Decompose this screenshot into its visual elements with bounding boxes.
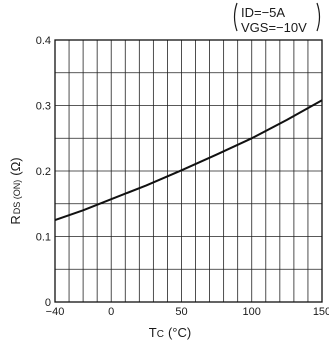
x-axis-label: TC (°C) (149, 325, 191, 340)
x-tick-label: 0 (108, 306, 114, 318)
y-tick-label: 0.2 (36, 166, 51, 178)
x-tick-labels: −40 0 50 100 150 (46, 306, 329, 318)
curve-layer (54, 99, 323, 222)
x-tick-label: 50 (175, 306, 187, 318)
x-tick-label: 150 (313, 306, 329, 318)
test-conditions: ID=−5A VGS=−10V (233, 2, 321, 35)
y-axis-label: RDS (ON)(Ω) (8, 157, 23, 224)
rds-curve (54, 99, 323, 222)
conditions-right-paren (316, 2, 321, 32)
plot-frame (54, 39, 323, 303)
grid (54, 39, 323, 303)
y-tick-label: 0 (45, 297, 51, 309)
condition-vgs: VGS=−10V (241, 20, 307, 35)
y-tick-label: 0.4 (36, 35, 51, 47)
x-tick-label: −40 (46, 306, 65, 318)
y-tick-label: 0.3 (36, 101, 51, 113)
y-tick-label: 0.1 (36, 232, 51, 244)
x-tick-label: 100 (243, 306, 261, 318)
conditions-left-paren (233, 2, 238, 32)
y-tick-labels: 0 0.1 0.2 0.3 0.4 (36, 35, 51, 309)
condition-id: ID=−5A (241, 5, 285, 20)
